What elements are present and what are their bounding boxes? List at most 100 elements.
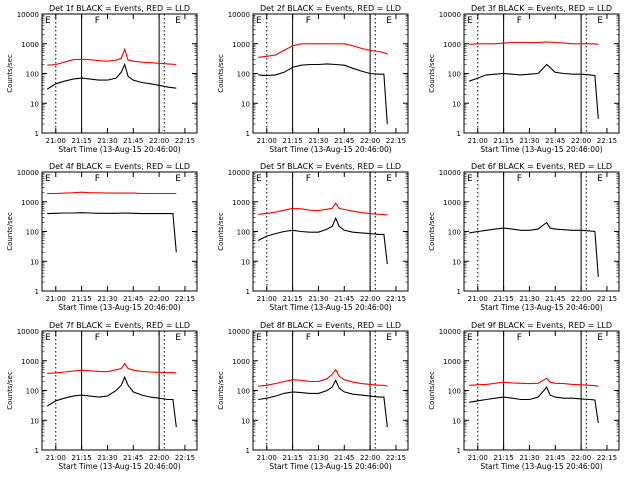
y-tick-label: 10000 [439, 328, 461, 336]
x-tick-label: 21:00 [468, 454, 488, 462]
x-tick-label: 22:15 [386, 137, 406, 145]
x-tick-label: 22:15 [597, 137, 617, 145]
plot-frame [252, 330, 409, 451]
events-series-line [469, 386, 599, 424]
y-tick-label: 10 [452, 258, 461, 266]
events-series-line [257, 216, 388, 265]
x-tick-label: 21:30 [97, 137, 117, 145]
interval-marker: E [45, 16, 51, 26]
interval-marker: E [386, 16, 392, 26]
x-tick-label: 22:15 [175, 137, 195, 145]
x-tick-label: 21:30 [519, 295, 539, 303]
plot-frame [252, 13, 409, 134]
x-tick-label: 22:15 [597, 295, 617, 303]
events-series-line [46, 375, 177, 427]
detector-panel: Det 6f BLACK = Events, RED = LLD 1 10 100 10… [428, 162, 620, 312]
x-tick-label: 21:45 [123, 295, 143, 303]
x-axis-label: Start Time (13-Aug-15 20:46:00) [480, 462, 602, 471]
x-tick-label: 21:45 [545, 454, 565, 462]
y-tick-label: 100 [26, 388, 39, 396]
lld-series-line [258, 202, 388, 216]
y-axis-label: Counts/sec [217, 371, 225, 410]
interval-marker: E [386, 174, 392, 184]
events-series-line [47, 212, 177, 253]
interval-marker: F [95, 16, 100, 26]
events-series-line [258, 379, 388, 427]
x-tick-label: 22:00 [149, 137, 169, 145]
y-tick-label: 10 [452, 100, 461, 108]
x-tick-label: 21:30 [308, 137, 328, 145]
x-tick-label: 21:15 [72, 137, 92, 145]
x-tick-label: 22:15 [386, 295, 406, 303]
interval-marker: E [45, 174, 51, 184]
x-tick-label: 21:15 [283, 454, 303, 462]
events-series-line [469, 221, 599, 277]
interval-marker: E [467, 16, 473, 26]
detector-panel: Det 3f BLACK = Events, RED = LLD 1 10 100 10… [428, 4, 620, 154]
x-tick-label: 21:00 [468, 137, 488, 145]
y-tick-label: 1000 [21, 358, 39, 366]
y-tick-label: 10000 [228, 328, 250, 336]
x-tick-label: 22:15 [175, 295, 195, 303]
interval-marker: E [256, 333, 262, 343]
panel-title: Det 5f BLACK = Events, RED = LLD [260, 162, 401, 171]
y-tick-label: 10 [30, 417, 39, 425]
x-tick-label: 21:00 [46, 137, 66, 145]
x-axis-label: Start Time (13-Aug-15 20:46:00) [58, 303, 180, 312]
x-tick-label: 21:00 [257, 137, 277, 145]
x-tick-label: 22:00 [360, 295, 380, 303]
panel-title: Det 9f BLACK = Events, RED = LLD [471, 321, 612, 330]
y-tick-label: 1000 [232, 199, 250, 207]
interval-marker: F [306, 174, 311, 184]
x-tick-label: 21:15 [494, 137, 514, 145]
x-tick-label: 22:15 [597, 454, 617, 462]
interval-marker: E [597, 16, 603, 26]
detector-panel: Det 8f BLACK = Events, RED = LLD 1 10 100 10… [217, 321, 409, 471]
detector-panel: Det 1f BLACK = Events, RED = LLD 1 10 100 10… [6, 4, 198, 154]
lld-series-line [258, 43, 388, 58]
x-tick-label: 21:30 [519, 454, 539, 462]
x-tick-label: 22:15 [386, 454, 406, 462]
y-tick-label: 10 [241, 258, 250, 266]
detector-panel: Det 2f BLACK = Events, RED = LLD 1 10 100 10… [217, 4, 409, 154]
interval-marker: E [175, 333, 181, 343]
y-tick-label: 1000 [443, 41, 461, 49]
y-tick-label: 1 [457, 130, 461, 138]
events-series-line [469, 63, 599, 119]
y-tick-label: 10000 [17, 328, 39, 336]
x-tick-label: 21:45 [334, 454, 354, 462]
x-axis-label: Start Time (13-Aug-15 20:46:00) [269, 462, 391, 471]
y-tick-label: 10 [241, 417, 250, 425]
interval-marker: E [597, 333, 603, 343]
x-axis-label: Start Time (13-Aug-15 20:46:00) [269, 145, 391, 154]
panel-title: Det 6f BLACK = Events, RED = LLD [471, 162, 612, 171]
y-tick-label: 10000 [439, 169, 461, 177]
y-tick-label: 10000 [17, 11, 39, 19]
x-tick-label: 21:45 [545, 295, 565, 303]
interval-marker: E [386, 333, 392, 343]
x-tick-label: 22:00 [571, 454, 591, 462]
y-tick-label: 100 [26, 229, 39, 237]
plot-frame [463, 330, 620, 451]
x-tick-label: 21:15 [72, 454, 92, 462]
panel-title: Det 7f BLACK = Events, RED = LLD [49, 321, 190, 330]
y-axis-label: Counts/sec [6, 54, 14, 93]
events-series-line [46, 62, 177, 90]
x-tick-label: 21:15 [283, 295, 303, 303]
x-axis-label: Start Time (13-Aug-15 20:46:00) [58, 462, 180, 471]
interval-marker: E [256, 16, 262, 26]
y-axis-label: Counts/sec [428, 212, 436, 251]
panel-title: Det 3f BLACK = Events, RED = LLD [471, 4, 612, 13]
x-tick-label: 21:15 [283, 137, 303, 145]
y-axis-label: Counts/sec [428, 371, 436, 410]
x-axis-label: Start Time (13-Aug-15 20:46:00) [480, 303, 602, 312]
x-axis-label: Start Time (13-Aug-15 20:46:00) [58, 145, 180, 154]
detector-panel: Det 4f BLACK = Events, RED = LLD 1 10 100 10… [6, 162, 198, 312]
y-tick-label: 100 [26, 71, 39, 79]
y-axis-label: Counts/sec [6, 212, 14, 251]
y-tick-label: 1 [35, 447, 39, 455]
detector-panel: Det 5f BLACK = Events, RED = LLD 1 10 100 10… [217, 162, 409, 312]
y-tick-label: 1 [35, 288, 39, 296]
interval-marker: E [175, 16, 181, 26]
